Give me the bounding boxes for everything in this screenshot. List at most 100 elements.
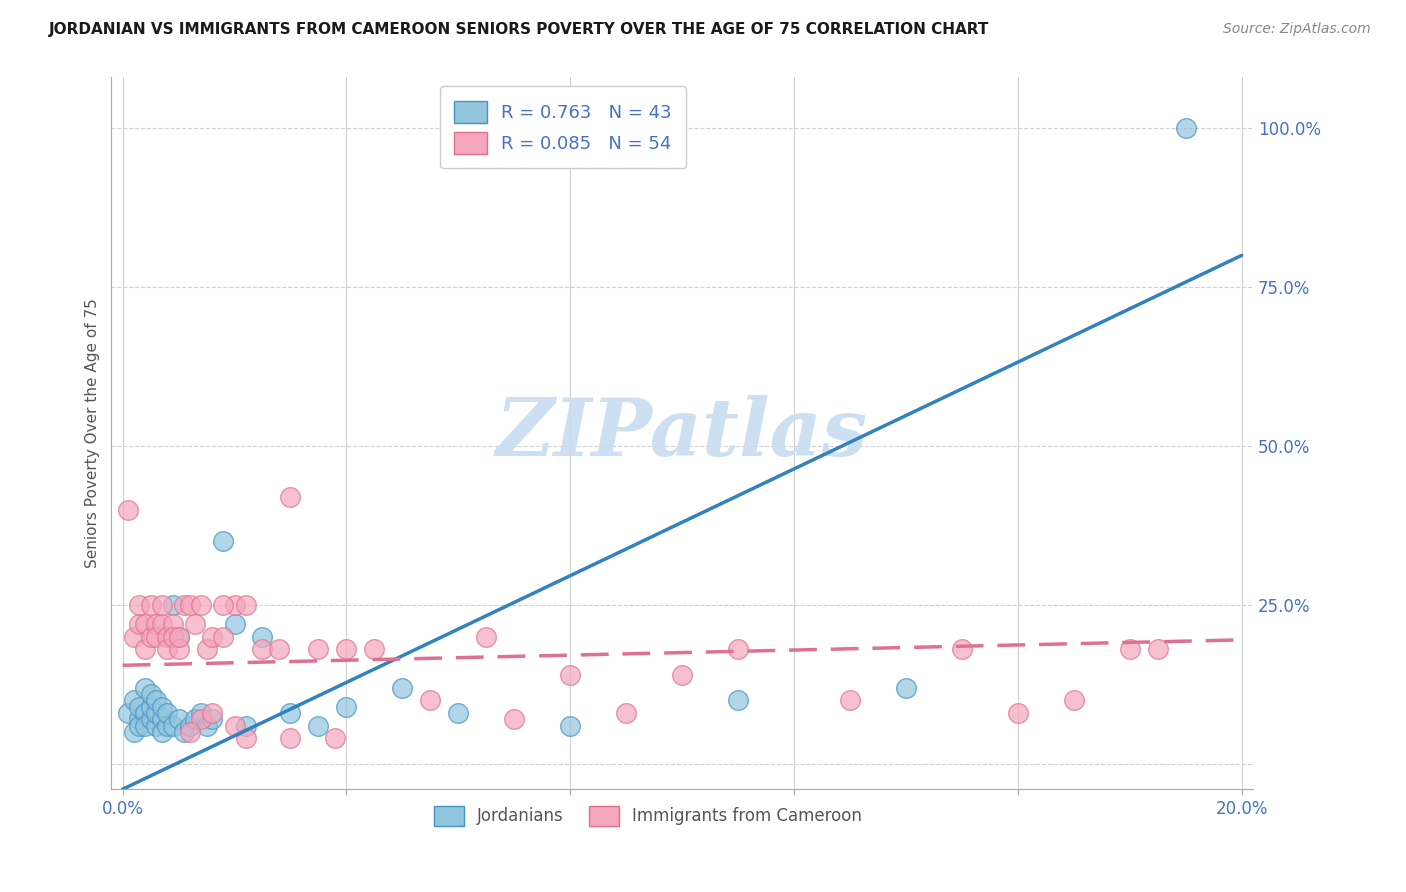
Point <box>323 731 346 746</box>
Point <box>139 630 162 644</box>
Point <box>190 712 212 726</box>
Point <box>1007 706 1029 720</box>
Point <box>184 617 207 632</box>
Point <box>201 706 224 720</box>
Point <box>280 490 302 504</box>
Point <box>162 719 184 733</box>
Point <box>128 617 150 632</box>
Point <box>122 630 145 644</box>
Point <box>145 693 167 707</box>
Point <box>145 706 167 720</box>
Point <box>128 598 150 612</box>
Point <box>128 719 150 733</box>
Legend: Jordanians, Immigrants from Cameroon: Jordanians, Immigrants from Cameroon <box>426 797 870 834</box>
Point <box>224 598 246 612</box>
Point <box>150 699 173 714</box>
Point <box>167 630 190 644</box>
Point <box>475 630 498 644</box>
Point <box>122 725 145 739</box>
Point <box>145 630 167 644</box>
Point <box>503 712 526 726</box>
Point <box>727 642 749 657</box>
Point <box>145 719 167 733</box>
Point <box>201 712 224 726</box>
Point <box>212 598 235 612</box>
Point <box>162 630 184 644</box>
Point <box>212 630 235 644</box>
Point <box>307 719 329 733</box>
Point <box>224 719 246 733</box>
Point <box>150 617 173 632</box>
Point <box>179 598 201 612</box>
Point <box>201 630 224 644</box>
Point <box>280 731 302 746</box>
Point <box>156 630 179 644</box>
Point <box>134 642 156 657</box>
Point <box>179 725 201 739</box>
Text: JORDANIAN VS IMMIGRANTS FROM CAMEROON SENIORS POVERTY OVER THE AGE OF 75 CORRELA: JORDANIAN VS IMMIGRANTS FROM CAMEROON SE… <box>49 22 990 37</box>
Point <box>727 693 749 707</box>
Point <box>307 642 329 657</box>
Point <box>139 598 162 612</box>
Point <box>252 642 274 657</box>
Point <box>335 699 357 714</box>
Point <box>614 706 637 720</box>
Point <box>179 719 201 733</box>
Point <box>145 617 167 632</box>
Point <box>128 712 150 726</box>
Point <box>235 598 257 612</box>
Point <box>560 668 582 682</box>
Point <box>156 706 179 720</box>
Point <box>195 642 218 657</box>
Point <box>1063 693 1085 707</box>
Point <box>671 668 693 682</box>
Point <box>134 719 156 733</box>
Point <box>235 731 257 746</box>
Point <box>173 725 195 739</box>
Point <box>363 642 385 657</box>
Point <box>167 630 190 644</box>
Point <box>150 725 173 739</box>
Point <box>190 706 212 720</box>
Point <box>128 699 150 714</box>
Point <box>139 712 162 726</box>
Point <box>173 598 195 612</box>
Point <box>1174 121 1197 136</box>
Point <box>419 693 441 707</box>
Point <box>139 687 162 701</box>
Point <box>235 719 257 733</box>
Point <box>134 681 156 695</box>
Text: Source: ZipAtlas.com: Source: ZipAtlas.com <box>1223 22 1371 37</box>
Point <box>950 642 973 657</box>
Point <box>212 534 235 549</box>
Point <box>391 681 413 695</box>
Point <box>269 642 291 657</box>
Point <box>167 712 190 726</box>
Point <box>150 712 173 726</box>
Point <box>224 617 246 632</box>
Point <box>167 642 190 657</box>
Point <box>184 712 207 726</box>
Point <box>1119 642 1142 657</box>
Point <box>447 706 470 720</box>
Y-axis label: Seniors Poverty Over the Age of 75: Seniors Poverty Over the Age of 75 <box>86 299 100 568</box>
Point <box>162 598 184 612</box>
Point <box>190 598 212 612</box>
Point <box>139 699 162 714</box>
Point <box>162 617 184 632</box>
Point <box>195 719 218 733</box>
Point <box>839 693 862 707</box>
Point <box>134 617 156 632</box>
Point <box>252 630 274 644</box>
Point <box>117 502 139 516</box>
Text: ZIPatlas: ZIPatlas <box>496 394 868 472</box>
Point <box>1146 642 1168 657</box>
Point <box>134 706 156 720</box>
Point <box>156 719 179 733</box>
Point <box>560 719 582 733</box>
Point <box>122 693 145 707</box>
Point <box>150 598 173 612</box>
Point <box>280 706 302 720</box>
Point <box>894 681 917 695</box>
Point <box>117 706 139 720</box>
